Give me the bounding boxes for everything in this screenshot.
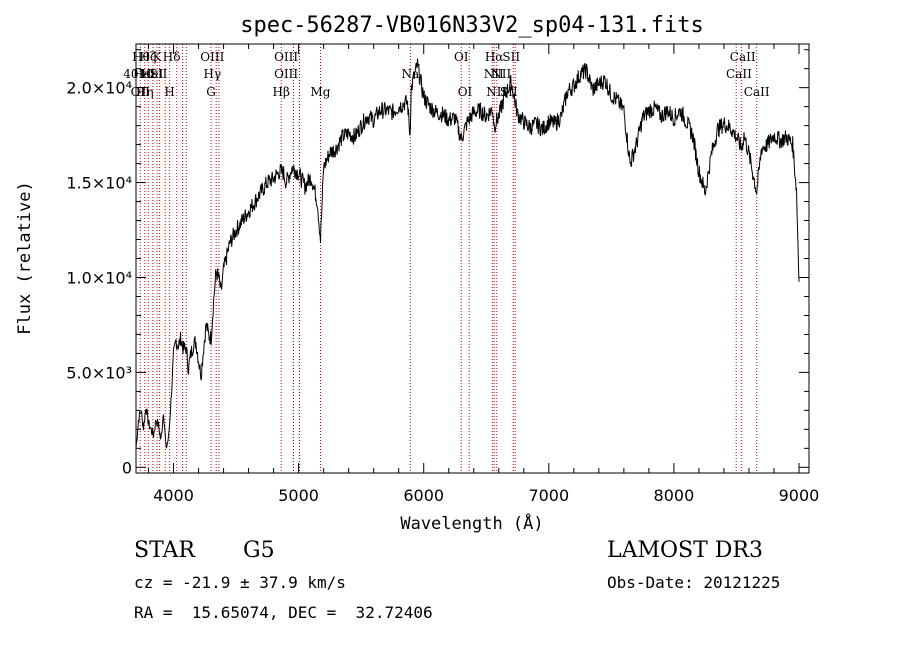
emission-line-label: Hγ — [203, 67, 221, 81]
x-tick-label: 6000 — [403, 486, 444, 505]
emission-line-label: Hζ — [139, 50, 156, 64]
emission-line-label: OII — [131, 85, 151, 99]
emission-line-label: SII — [502, 50, 520, 64]
emission-line-label: OI — [458, 85, 473, 99]
y-tick-label: 2.0×10⁴ — [66, 79, 132, 98]
emission-line-label: CaII — [744, 85, 770, 99]
y-axis-label: Flux (relative) — [15, 181, 35, 335]
chart-title: spec-56287-VB016N33V2_sp04-131.fits — [240, 13, 704, 38]
emission-line-label: Hδ — [163, 50, 181, 64]
y-axis-ticks: 0 5.0×10³ 1.0×10⁴ 1.5×10⁴ 2.0×10⁴ — [66, 49, 809, 477]
emission-line-label: SII — [150, 67, 168, 81]
emission-line-label: NII — [484, 67, 504, 81]
x-tick-label: 9000 — [779, 486, 820, 505]
emission-line-label: OIII — [274, 50, 298, 64]
y-tick-label: 1.5×10⁴ — [66, 174, 132, 193]
redshift-cz: cz = -21.9 ± 37.9 km/s — [134, 573, 346, 592]
survey-name: LAMOST DR3 — [607, 538, 763, 563]
emission-line-label: OI — [454, 50, 469, 64]
emission-line-label: Hη — [136, 85, 154, 99]
x-tick-label: 7000 — [528, 486, 569, 505]
y-tick-label: 1.0×10⁴ — [66, 268, 132, 287]
emission-line-label: HeI — [133, 67, 156, 81]
emission-line-label: OIII — [200, 50, 224, 64]
emission-line-label: OIII — [274, 67, 298, 81]
emission-line-label: NII — [491, 67, 511, 81]
emission-line-label: K — [153, 50, 163, 64]
emission-line-label: G — [206, 85, 216, 99]
y-tick-label: 0 — [122, 458, 132, 477]
emission-line-label: Na — [402, 67, 420, 81]
emission-line-label: NII — [486, 85, 506, 99]
observation-date: Obs-Date: 20121225 — [607, 573, 781, 592]
emission-line-label: CaII — [726, 67, 752, 81]
object-class: STAR — [134, 538, 195, 563]
emission-line-label: CaII — [730, 50, 756, 64]
emission-line-label: Hβ — [273, 85, 290, 99]
x-tick-label: 8000 — [654, 486, 695, 505]
y-tick-label: 5.0×10³ — [66, 363, 132, 382]
emission-line-label: 4010 — [123, 67, 154, 81]
emission-line-label: Hα — [485, 50, 504, 64]
x-tick-label: 4000 — [153, 486, 194, 505]
coordinates: RA = 15.65074, DEC = 32.72406 — [134, 603, 433, 622]
spectrum-line — [135, 58, 800, 449]
emission-line-label: Hθ — [132, 50, 150, 64]
x-axis-label: Wavelength (Å) — [400, 512, 543, 534]
emission-line-label: H — [164, 85, 174, 99]
emission-line-label: Mg — [311, 85, 331, 99]
x-tick-label: 5000 — [278, 486, 319, 505]
x-axis-ticks: 4000 5000 6000 7000 8000 9000 — [148, 44, 820, 505]
object-subclass: G5 — [243, 538, 275, 563]
emission-line-label: HeI — [141, 67, 164, 81]
